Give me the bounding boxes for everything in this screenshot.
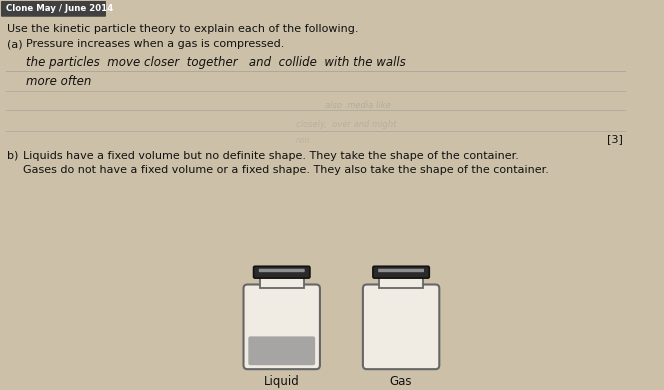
Text: Clone May / June 2014: Clone May / June 2014: [6, 4, 113, 13]
FancyBboxPatch shape: [363, 284, 440, 369]
FancyBboxPatch shape: [1, 1, 106, 17]
Bar: [379, 277, 423, 289]
FancyBboxPatch shape: [373, 266, 429, 278]
Text: also  media like: also media like: [325, 101, 390, 110]
Text: Use the kinetic particle theory to explain each of the following.: Use the kinetic particle theory to expla…: [7, 24, 358, 34]
FancyBboxPatch shape: [254, 266, 310, 278]
Text: b): b): [7, 151, 18, 161]
Text: (a): (a): [7, 39, 23, 50]
FancyBboxPatch shape: [248, 337, 315, 365]
Bar: [260, 277, 303, 289]
Text: Liquids have a fixed volume but no definite shape. They take the shape of the co: Liquids have a fixed volume but no defin…: [23, 151, 519, 161]
Text: closely,  over and might: closely, over and might: [296, 120, 396, 129]
Text: the particles  move closer  together   and  collide  with the walls: the particles move closer together and c…: [26, 56, 406, 69]
FancyBboxPatch shape: [378, 269, 424, 272]
Text: [3]: [3]: [607, 134, 623, 144]
Text: non: non: [296, 136, 311, 145]
Text: Liquid: Liquid: [264, 375, 299, 388]
Text: Pressure increases when a gas is compressed.: Pressure increases when a gas is compres…: [26, 39, 284, 50]
FancyBboxPatch shape: [259, 269, 305, 272]
FancyBboxPatch shape: [244, 284, 320, 369]
Text: more often: more often: [26, 75, 91, 88]
Text: Gas: Gas: [390, 375, 412, 388]
Text: Gases do not have a fixed volume or a fixed shape. They also take the shape of t: Gases do not have a fixed volume or a fi…: [23, 165, 548, 176]
